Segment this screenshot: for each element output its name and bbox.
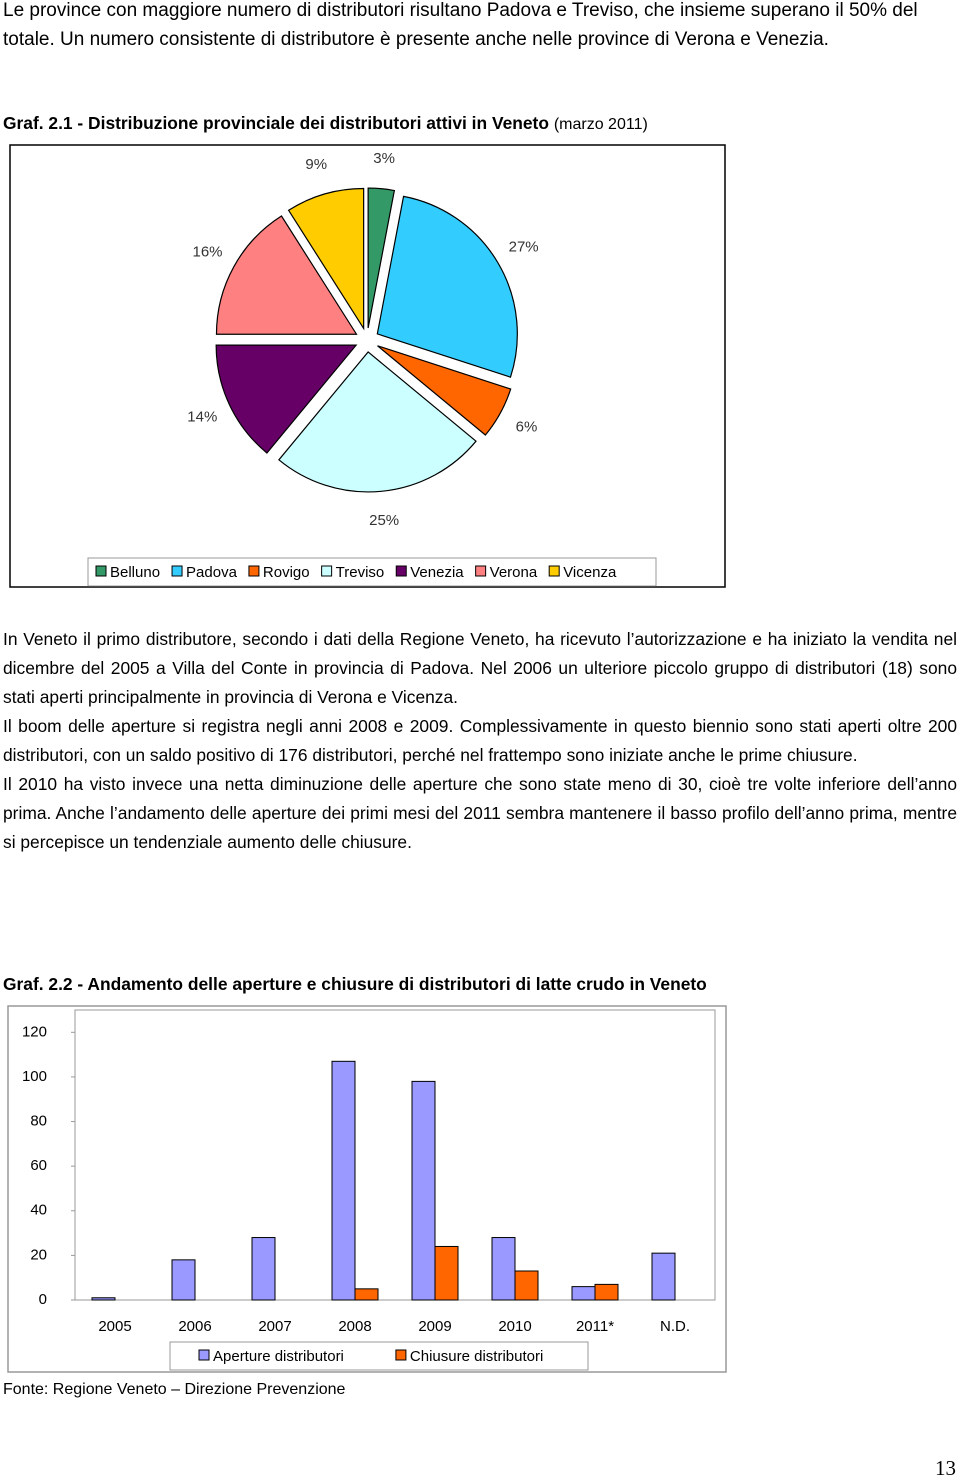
pie-frame <box>9 144 726 588</box>
x-tick-label: N.D. <box>660 1318 690 1335</box>
paragraph: Il boom delle aperture si registra negli… <box>3 716 957 765</box>
data-label: 16% <box>192 243 222 260</box>
bar <box>331 1060 356 1301</box>
legend-label: Rovigo <box>263 564 310 581</box>
bar-legend-box <box>169 1341 589 1371</box>
data-label: 3% <box>373 150 395 167</box>
data-label: 14% <box>187 408 217 425</box>
legend-label: Aperture distributori <box>213 1348 344 1365</box>
bar <box>571 1286 596 1301</box>
y-tick-label: 40 <box>30 1202 47 1219</box>
legend-swatch <box>395 1349 407 1361</box>
legend-swatch <box>198 1349 210 1361</box>
intro-paragraph: Le province con maggiore numero di distr… <box>3 0 918 50</box>
x-tick-label: 2006 <box>178 1318 211 1335</box>
legend-label: Verona <box>490 564 538 581</box>
legend-label: Padova <box>186 564 238 581</box>
y-tick-label: 80 <box>30 1113 47 1130</box>
x-tick-label: 2005 <box>98 1318 131 1335</box>
y-tick-label: 60 <box>30 1157 47 1174</box>
legend-label: Chiusure distributori <box>410 1348 543 1365</box>
x-tick-label: 2008 <box>338 1318 371 1335</box>
y-tick-label: 0 <box>39 1291 47 1308</box>
plot-area <box>74 1009 716 1301</box>
data-label: 25% <box>369 512 399 529</box>
legend-label: Venezia <box>410 564 464 581</box>
bar <box>354 1288 379 1301</box>
legend-swatch <box>95 565 107 577</box>
data-label: 6% <box>516 419 538 436</box>
bar <box>171 1259 196 1301</box>
bar <box>594 1283 619 1301</box>
legend-label: Vicenza <box>563 564 617 581</box>
pie-slice <box>215 215 358 335</box>
bar <box>434 1245 459 1301</box>
pie-slice <box>278 351 477 493</box>
pie-slice <box>215 344 358 454</box>
data-label: 9% <box>305 156 327 173</box>
pie-legend-box <box>87 557 657 587</box>
bar-frame <box>7 1005 727 1373</box>
y-tick-label: 20 <box>30 1246 47 1263</box>
chart-title-block: Graf. 2.1 - Distribuzione provinciale de… <box>3 113 957 134</box>
bar <box>514 1270 539 1301</box>
bar <box>411 1080 436 1301</box>
legend-swatch <box>475 565 487 577</box>
x-tick-label: 2007 <box>258 1318 291 1335</box>
legend-swatch <box>395 565 407 577</box>
bar <box>251 1237 276 1301</box>
bar <box>651 1252 676 1301</box>
source: Fonte: Regione Veneto – Direzione Preven… <box>3 1381 346 1398</box>
paragraph: Il 2010 ha visto invece una netta diminu… <box>3 774 957 852</box>
page-number: 13 <box>935 1456 956 1480</box>
body-text: In Veneto il primo distributore, secondo… <box>3 625 957 857</box>
x-tick-label: 2010 <box>498 1318 531 1335</box>
chart-title: Graf. 2.2 - Andamento delle aperture e c… <box>3 974 707 994</box>
x-tick-label: 2009 <box>418 1318 451 1335</box>
pie-slice <box>377 345 512 436</box>
pie-slice <box>376 195 518 378</box>
pie-slice <box>287 187 365 331</box>
pie-slice <box>367 187 396 329</box>
legend-swatch <box>548 565 560 577</box>
legend-label: Treviso <box>336 564 385 581</box>
legend-swatch <box>321 565 333 577</box>
x-tick-label: 2011* <box>576 1318 614 1335</box>
legend-label: Belluno <box>110 564 160 581</box>
paragraph: In Veneto il primo distributore, secondo… <box>3 629 957 707</box>
legend-swatch <box>248 565 260 577</box>
data-label: 27% <box>509 238 539 255</box>
y-tick-label: 100 <box>22 1068 47 1085</box>
bar <box>491 1237 516 1301</box>
bar <box>91 1297 116 1301</box>
legend-swatch <box>171 565 183 577</box>
y-tick-label: 120 <box>22 1023 47 1040</box>
chart-title: Graf. 2.1 - Distribuzione provinciale de… <box>3 113 549 133</box>
chart-subtitle: (marzo 2011) <box>553 116 648 133</box>
